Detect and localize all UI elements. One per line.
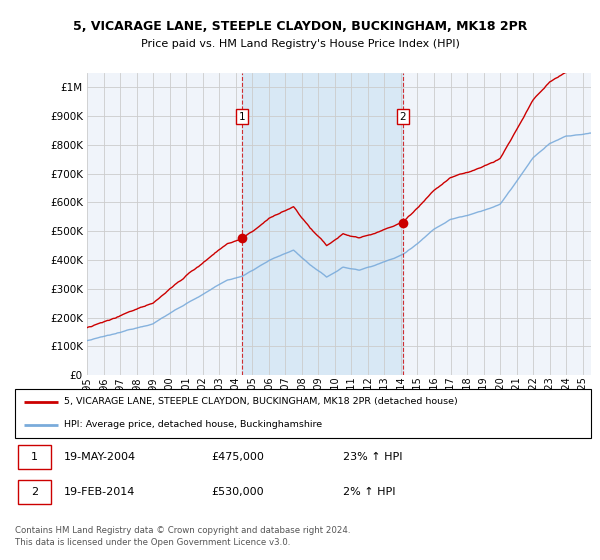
Text: 2: 2 xyxy=(31,487,38,497)
Bar xyxy=(242,73,403,375)
Text: 19-MAY-2004: 19-MAY-2004 xyxy=(64,452,136,462)
Text: HPI: Average price, detached house, Buckinghamshire: HPI: Average price, detached house, Buck… xyxy=(64,420,322,429)
Text: 1: 1 xyxy=(31,452,38,462)
Text: £530,000: £530,000 xyxy=(211,487,263,497)
Bar xyxy=(18,480,51,505)
Bar xyxy=(18,445,51,469)
Text: Contains HM Land Registry data © Crown copyright and database right 2024.
This d: Contains HM Land Registry data © Crown c… xyxy=(15,526,350,547)
Text: 2% ↑ HPI: 2% ↑ HPI xyxy=(343,487,396,497)
Text: 2: 2 xyxy=(400,111,406,122)
Text: 23% ↑ HPI: 23% ↑ HPI xyxy=(343,452,403,462)
Text: 1: 1 xyxy=(239,111,245,122)
Text: 5, VICARAGE LANE, STEEPLE CLAYDON, BUCKINGHAM, MK18 2PR: 5, VICARAGE LANE, STEEPLE CLAYDON, BUCKI… xyxy=(73,20,527,34)
Text: Price paid vs. HM Land Registry's House Price Index (HPI): Price paid vs. HM Land Registry's House … xyxy=(140,39,460,49)
Text: £475,000: £475,000 xyxy=(211,452,264,462)
Text: 5, VICARAGE LANE, STEEPLE CLAYDON, BUCKINGHAM, MK18 2PR (detached house): 5, VICARAGE LANE, STEEPLE CLAYDON, BUCKI… xyxy=(64,398,458,407)
Text: 19-FEB-2014: 19-FEB-2014 xyxy=(64,487,136,497)
